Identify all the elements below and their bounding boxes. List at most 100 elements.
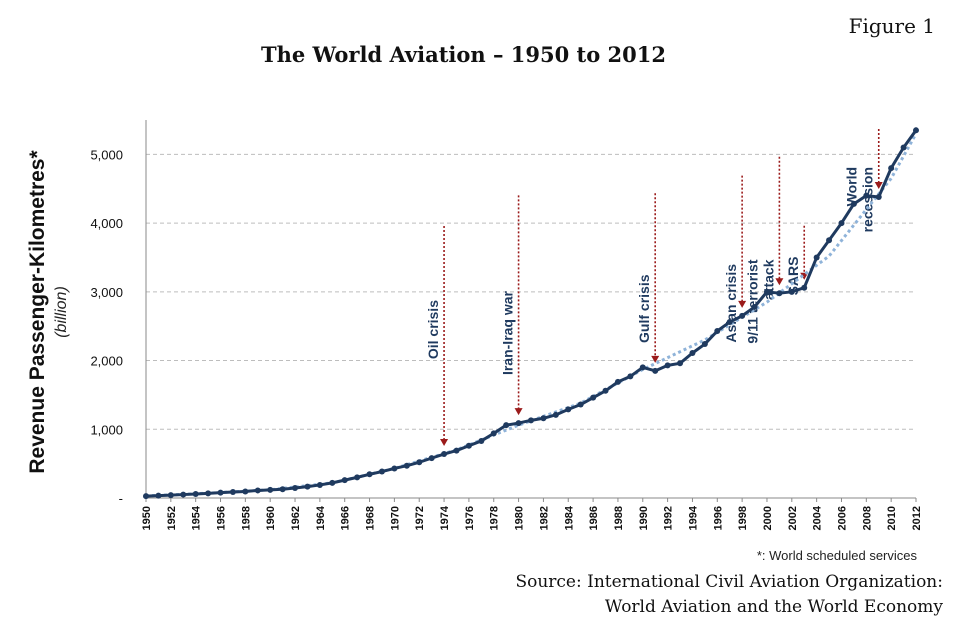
data-point <box>627 373 634 380</box>
data-point <box>366 471 373 478</box>
x-tick-label: 1996 <box>712 506 724 530</box>
data-point <box>639 364 646 371</box>
data-point <box>503 422 510 429</box>
data-point <box>316 481 323 488</box>
data-point <box>801 284 808 291</box>
data-point <box>403 462 410 469</box>
data-point <box>726 319 733 326</box>
event-arrow-head <box>514 408 523 416</box>
data-point <box>888 165 895 172</box>
data-point <box>701 341 708 348</box>
data-point <box>602 387 609 394</box>
data-point <box>900 144 907 151</box>
x-tick-label: 1994 <box>687 505 699 530</box>
y-tick-label: - <box>119 491 123 506</box>
data-point <box>217 489 224 496</box>
x-tick-label: 1954 <box>191 505 203 530</box>
data-point <box>428 455 435 462</box>
data-point <box>229 488 236 495</box>
x-tick-label: 1980 <box>514 506 526 530</box>
data-point <box>267 486 274 493</box>
data-point <box>763 288 770 295</box>
x-tick-label: 1984 <box>563 505 575 530</box>
data-point <box>515 420 522 427</box>
data-point <box>565 406 572 413</box>
x-tick-label: 1972 <box>414 506 426 530</box>
x-tick-label: 2004 <box>812 505 824 530</box>
x-tick-label: 1966 <box>340 506 352 530</box>
source-text: Source: International Civil Aviation Org… <box>515 570 943 620</box>
event-label: Gulf crisis <box>636 274 652 343</box>
data-point <box>863 192 870 199</box>
event-label: Oil crisis <box>425 300 441 359</box>
data-point <box>478 437 485 444</box>
event-label: recession <box>860 167 876 232</box>
rpk-line <box>145 129 918 498</box>
data-point <box>739 312 746 319</box>
source-line-2: World Aviation and the World Economy <box>604 597 943 617</box>
event-label: Asian crisis <box>723 264 739 343</box>
data-point <box>304 483 311 490</box>
data-point <box>155 492 162 499</box>
y-axis-unit: (billion) <box>53 286 70 338</box>
event-arrow-head <box>651 355 660 363</box>
x-tick-label: 1968 <box>365 506 377 530</box>
data-point <box>552 411 559 418</box>
x-tick-label: 1956 <box>216 506 228 530</box>
data-point <box>378 468 385 475</box>
x-tick-label: 2008 <box>861 506 873 530</box>
x-tick-label: 1958 <box>240 506 252 530</box>
data-point <box>354 474 361 481</box>
y-tick-label: 2,000 <box>90 354 123 369</box>
footnote: *: World scheduled services <box>756 548 917 563</box>
data-point <box>528 417 534 424</box>
event-label: 9/11 terrorist <box>744 259 760 343</box>
x-tick-label: 2002 <box>787 506 799 530</box>
data-point <box>788 288 795 295</box>
aviation-line-chart: - 1,000 2,000 3,000 4,000 5,000 Revenue Passen… <box>26 120 923 530</box>
data-point <box>341 477 348 484</box>
data-point <box>664 362 671 369</box>
data-point <box>838 220 845 227</box>
x-tick-label: 2006 <box>836 506 848 530</box>
y-axis-title: Revenue Passenger-Kilometres* <box>26 150 49 474</box>
figure-label: Figure 1 <box>848 14 935 38</box>
event-arrow-head <box>440 439 449 447</box>
data-point <box>205 490 212 497</box>
data-point <box>614 378 621 385</box>
event-label: World <box>844 167 860 206</box>
data-point <box>677 360 684 367</box>
event-label: SARS <box>785 257 801 296</box>
x-tick-label: 1992 <box>663 506 675 530</box>
x-tick-label: 1970 <box>389 506 401 530</box>
x-tick-label: 2000 <box>762 506 774 530</box>
event-arrow-head <box>874 181 883 189</box>
data-point <box>465 442 472 449</box>
x-tick-label: 1978 <box>489 506 501 530</box>
data-point <box>416 459 423 466</box>
x-tick-label: 2010 <box>886 506 898 530</box>
data-point <box>453 447 460 454</box>
data-point <box>329 479 336 486</box>
trend-line <box>145 133 918 498</box>
data-point <box>850 200 857 207</box>
data-point <box>391 465 398 472</box>
event-label: attack <box>760 259 776 300</box>
y-tick-label: 5,000 <box>90 147 123 162</box>
data-point <box>913 127 919 134</box>
x-tick-label: 1998 <box>737 506 749 530</box>
data-point <box>242 488 249 495</box>
x-tick-label: 1962 <box>290 506 302 530</box>
data-point <box>441 451 448 458</box>
x-tick-label: 1974 <box>439 505 451 530</box>
data-point <box>540 415 547 422</box>
data-point <box>292 485 299 492</box>
data-point <box>167 492 174 499</box>
source-line-1: Source: International Civil Aviation Org… <box>515 572 943 592</box>
data-point <box>714 327 721 334</box>
data-point <box>875 193 882 200</box>
x-tick-label: 1960 <box>265 506 277 530</box>
data-point <box>180 491 187 498</box>
data-point <box>590 394 597 401</box>
x-tick-label: 1976 <box>464 506 476 530</box>
